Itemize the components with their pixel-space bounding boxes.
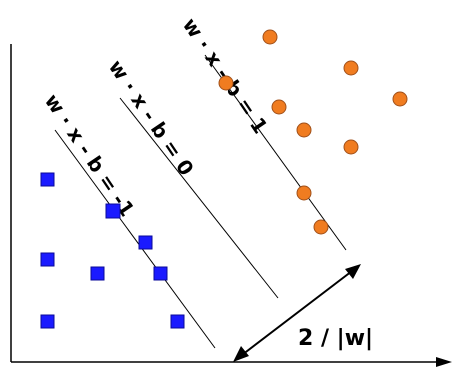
margin-label: 2 / |w|: [298, 326, 373, 351]
negative-hyperplane-label: w · x - b = -1: [40, 89, 139, 220]
negative-point: [90, 266, 105, 281]
margin-arrowhead-bottom: [233, 346, 249, 362]
negative-point: [153, 266, 168, 281]
positive-point: [313, 219, 329, 235]
decision-boundary-label: w · x - b = 0: [104, 55, 199, 180]
negative-points: [40, 172, 185, 329]
decision-boundary-line: [119, 97, 279, 299]
negative-point: [105, 203, 121, 219]
positive-point: [343, 139, 359, 155]
negative-point: [40, 252, 55, 267]
negative-point: [138, 235, 153, 250]
positive-point: [218, 75, 234, 91]
negative-point: [40, 172, 55, 187]
positive-point: [262, 29, 278, 45]
negative-point: [40, 314, 55, 329]
x-axis-arrowhead: [436, 357, 452, 367]
positive-point: [271, 99, 287, 115]
negative-hyperplane-line: [54, 129, 216, 349]
negative-point: [170, 314, 185, 329]
margin-arrow: [237, 267, 357, 359]
positive-point: [296, 185, 312, 201]
margin-arrowhead-top: [345, 264, 361, 279]
positive-point: [343, 60, 359, 76]
positive-point: [392, 91, 408, 107]
positive-point: [296, 122, 312, 138]
positive-points: [218, 29, 408, 235]
